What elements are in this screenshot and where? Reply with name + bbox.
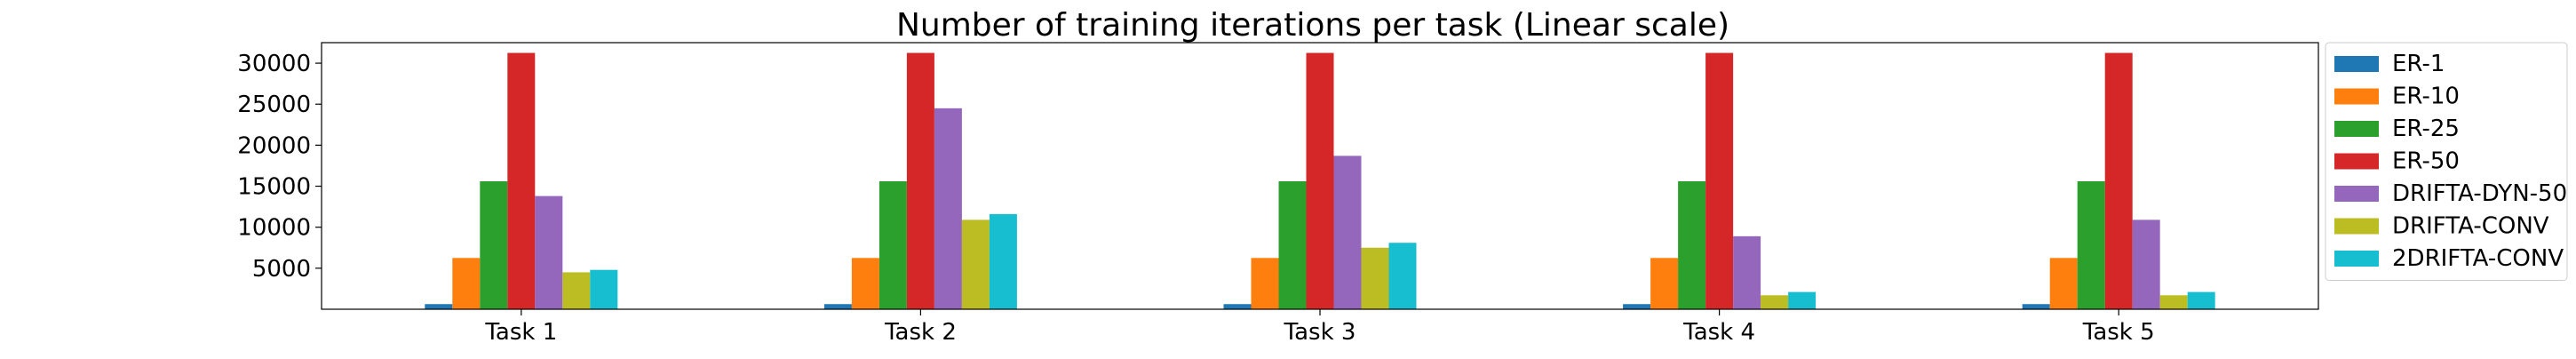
bar-er-10-task-3 [1251,258,1279,309]
legend: ER-1 ER-10 ER-25 ER-50 DRIFTA-DYN-50 DRIFTA-C… [2325,42,2568,281]
legend-swatch [2334,186,2379,202]
y-tick-label: 5000 [252,256,311,283]
legend-swatch [2334,88,2379,105]
bar-er-1-task-1 [425,304,453,309]
bar-er-1-task-4 [1623,304,1651,309]
legend-swatch [2334,56,2379,72]
bar-drifta-conv-task-2 [961,219,990,309]
bar-drifta-dyn-50-task-2 [934,108,962,309]
bar-er-25-task-3 [1278,181,1307,309]
legend-label: ER-50 [2392,148,2460,175]
legend-swatch [2334,153,2379,170]
bar-drifta-dyn-50-task-1 [535,195,563,309]
legend-label: DRIFTA-DYN-50 [2392,180,2567,207]
x-tick-label: Task 3 [1284,319,1356,346]
bar-er-10-task-4 [1650,258,1679,309]
y-tick-label: 20000 [237,132,311,159]
bar-drifta-conv-task-1 [562,272,591,309]
bar-er-10-task-5 [2049,258,2078,309]
legend-label: ER-10 [2392,84,2460,110]
bar-2drifta-conv-task-3 [1388,243,1417,309]
y-tick-label: 15000 [237,174,311,201]
legend-label: ER-1 [2392,51,2445,77]
y-axis: 5000 10000 15000 20000 25000 30000 [237,51,322,283]
x-tick-label: Task 2 [884,319,957,346]
bar-er-50-task-3 [1306,52,1334,310]
bar-er-50-task-1 [507,52,536,310]
bar-er-10-task-1 [452,258,481,309]
bar-2drifta-conv-task-4 [1788,291,1817,309]
x-tick-label: Task 4 [1682,319,1755,346]
legend-label: DRIFTA-CONV [2392,213,2549,240]
bar-drifta-dyn-50-task-3 [1333,156,1362,309]
bar-2drifta-conv-task-2 [989,213,1017,309]
bar-drifta-conv-task-5 [2159,295,2188,309]
bar-er-25-task-5 [2077,181,2105,309]
legend-swatch [2334,121,2379,137]
x-axis: Task 1 Task 2 Task 3 Task 4 Task 5 [484,309,2155,346]
x-tick-label: Task 1 [484,319,557,346]
bar-er-1-task-3 [1223,304,1252,309]
legend-label: 2DRIFTA-CONV [2392,245,2564,272]
legend-swatch [2334,251,2379,267]
bar-2drifta-conv-task-5 [2187,291,2215,309]
bar-drifta-dyn-50-task-5 [2132,219,2160,309]
y-tick-label: 30000 [237,51,311,77]
legend-label: ER-25 [2392,116,2460,142]
bar-er-50-task-5 [2104,52,2133,310]
y-tick-label: 25000 [237,92,311,118]
bar-er-10-task-2 [851,258,879,309]
bar-er-1-task-5 [2022,304,2050,309]
bars-layer [425,52,2215,310]
bar-er-50-task-4 [1705,52,1734,310]
bar-er-25-task-2 [879,181,907,309]
x-tick-label: Task 5 [2082,319,2155,346]
bar-drifta-conv-task-3 [1361,247,1389,309]
bar-er-25-task-1 [480,181,508,309]
bar-drifta-dyn-50-task-4 [1733,235,1761,309]
legend-swatch [2334,218,2379,235]
bar-er-1-task-2 [823,304,852,309]
y-tick-label: 10000 [237,215,311,242]
bar-2drifta-conv-task-1 [590,269,618,309]
legend-frame [2325,42,2568,281]
chart-title: Number of training iterations per task (… [896,7,1729,44]
bar-er-50-task-2 [906,52,934,310]
plot-area-frame [321,42,2319,310]
bar-er-25-task-4 [1678,181,1706,309]
bar-drifta-conv-task-4 [1761,295,1789,309]
